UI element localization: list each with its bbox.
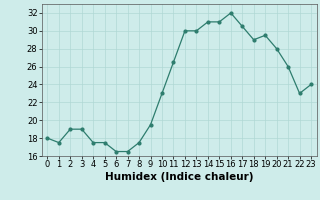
X-axis label: Humidex (Indice chaleur): Humidex (Indice chaleur) bbox=[105, 172, 253, 182]
